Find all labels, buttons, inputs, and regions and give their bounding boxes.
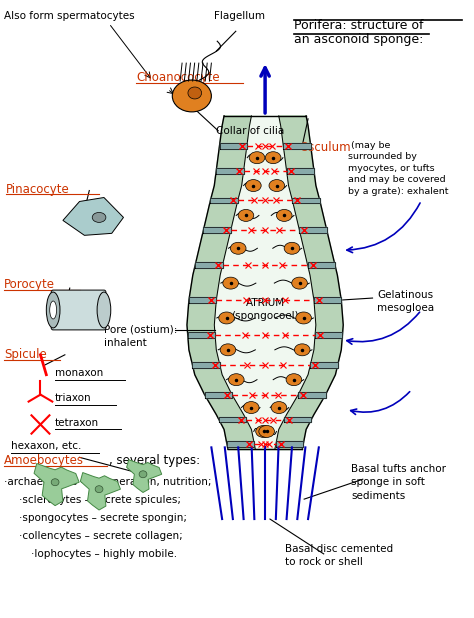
Polygon shape [310,362,338,368]
Text: ·spongocytes – secrete spongin;: ·spongocytes – secrete spongin; [19,513,187,523]
Polygon shape [187,116,255,449]
Ellipse shape [246,180,261,192]
Ellipse shape [296,312,311,324]
Polygon shape [63,198,123,235]
Ellipse shape [292,277,307,289]
Text: Amoebocytes: Amoebocytes [4,454,84,467]
Polygon shape [188,332,215,338]
Ellipse shape [284,242,300,254]
Polygon shape [205,392,232,397]
Ellipse shape [294,344,310,356]
Text: triaxon: triaxon [55,392,92,402]
Polygon shape [292,198,320,203]
Text: Porocyte: Porocyte [4,278,55,291]
Text: Also form spermatocytes: Also form spermatocytes [4,11,135,22]
Text: Basal disc cemented
to rock or shell: Basal disc cemented to rock or shell [284,544,393,567]
Ellipse shape [244,402,259,413]
Ellipse shape [249,151,265,164]
Text: ATRIUM
(spongocoel): ATRIUM (spongocoel) [231,298,299,321]
Ellipse shape [276,210,292,221]
Ellipse shape [173,80,211,112]
Ellipse shape [271,402,287,413]
FancyBboxPatch shape [51,290,106,330]
Polygon shape [315,332,342,338]
Polygon shape [203,227,231,234]
Ellipse shape [95,486,103,493]
Ellipse shape [219,312,234,324]
Polygon shape [214,116,316,449]
Ellipse shape [50,301,56,319]
Ellipse shape [92,213,106,222]
Polygon shape [34,464,79,506]
Ellipse shape [255,425,271,438]
Polygon shape [298,392,326,397]
Polygon shape [314,297,341,303]
Text: monaxon: monaxon [55,368,103,378]
Polygon shape [308,262,335,268]
Polygon shape [219,143,247,149]
Polygon shape [284,417,311,423]
Text: Pore (ostium):
inhalent: Pore (ostium): inhalent [104,325,177,348]
Polygon shape [300,227,327,234]
Polygon shape [276,441,303,447]
Polygon shape [219,417,246,423]
Polygon shape [127,460,162,493]
Ellipse shape [46,292,60,328]
Text: Osculum: Osculum [299,141,351,154]
Polygon shape [287,167,314,174]
Polygon shape [216,167,244,174]
Polygon shape [227,441,255,447]
Text: Collar of cilia: Collar of cilia [216,126,284,136]
Ellipse shape [139,471,147,478]
Ellipse shape [286,374,302,386]
Ellipse shape [188,87,201,99]
Polygon shape [189,297,216,303]
Text: Basal tufts anchor
sponge in soft
sediments: Basal tufts anchor sponge in soft sedime… [351,464,446,501]
Ellipse shape [51,479,59,486]
Text: Spicule: Spicule [4,348,47,361]
Ellipse shape [230,242,246,254]
Ellipse shape [220,344,236,356]
Text: ·sclerocytes – secrete spicules;: ·sclerocytes – secrete spicules; [19,495,181,505]
Ellipse shape [259,425,274,438]
Text: an asconoid sponge:: an asconoid sponge: [294,33,424,46]
Polygon shape [210,198,238,203]
Text: Gelatinous
mesogloea: Gelatinous mesogloea [377,290,435,313]
Polygon shape [192,362,220,368]
Text: ·lophocytes – highly mobile.: ·lophocytes – highly mobile. [31,549,177,559]
Text: Choanococyte: Choanococyte [136,71,220,84]
Ellipse shape [238,210,254,221]
Ellipse shape [269,180,284,192]
Text: ·collencytes – secrete collagen;: ·collencytes – secrete collagen; [19,531,182,541]
Text: tetraxon: tetraxon [55,418,99,428]
Text: hexaxon, etc.: hexaxon, etc. [11,441,82,451]
Polygon shape [81,473,120,510]
Ellipse shape [228,374,244,386]
Polygon shape [195,262,222,268]
Polygon shape [283,143,310,149]
Ellipse shape [265,151,281,164]
Text: , several types:: , several types: [109,454,200,467]
Text: Flagellum: Flagellum [214,11,265,22]
Text: ·archaeocytes – regeneration, nutrition;: ·archaeocytes – regeneration, nutrition; [4,477,212,487]
Polygon shape [275,116,343,449]
Text: Pinacocyte: Pinacocyte [6,182,70,195]
Text: (may be
surrounded by
myocytes, or tufts
and may be covered
by a grate): exhalen: (may be surrounded by myocytes, or tufts… [348,141,448,195]
Text: Porifera: structure of: Porifera: structure of [294,19,424,32]
Ellipse shape [223,277,238,289]
Ellipse shape [97,292,111,328]
